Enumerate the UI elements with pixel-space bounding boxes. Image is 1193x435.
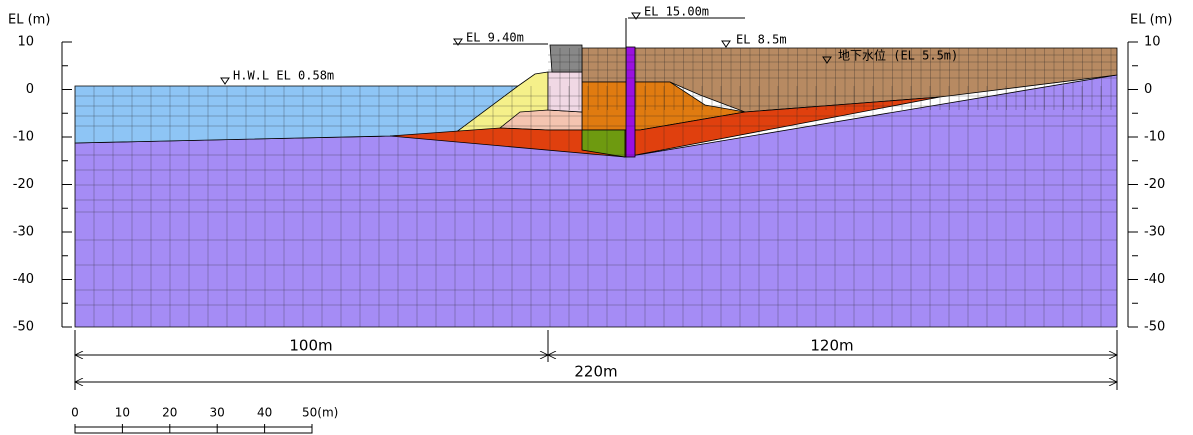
tick-label: -30 xyxy=(13,225,34,240)
dimension-label: 220m xyxy=(574,363,617,381)
mesh xyxy=(74,48,1117,327)
green-block xyxy=(581,129,626,158)
dimension-label: 120m xyxy=(810,337,853,355)
annotation: EL 8.5m xyxy=(736,33,787,47)
tick-label: -20 xyxy=(13,177,34,192)
tick-label: 0 xyxy=(1144,82,1152,97)
scale-bar: 0 10 20 30 40 50(m) xyxy=(71,406,338,434)
tick-label: -50 xyxy=(1144,320,1165,335)
dimension-label: 100m xyxy=(289,337,332,355)
tick-label: 0 xyxy=(26,82,34,97)
scale-label: 40 xyxy=(257,406,272,420)
tick-label: -20 xyxy=(1144,177,1165,192)
tick-label: 10 xyxy=(1144,35,1161,50)
scale-label: 20 xyxy=(162,406,177,420)
scale-label: 50(m) xyxy=(302,406,338,420)
dimension-lines xyxy=(75,330,1117,390)
tick-label: -40 xyxy=(13,272,34,287)
annotation: 地下水位 (EL 5.5m) xyxy=(838,48,958,63)
scale-label: 30 xyxy=(210,406,225,420)
left-axis-label: EL (m) xyxy=(8,13,50,28)
scale-label: 10 xyxy=(115,406,130,420)
annotation: EL 15.00m xyxy=(644,5,709,19)
scale-bar-rect xyxy=(74,426,313,434)
tick-label: -30 xyxy=(1144,225,1165,240)
tick-label: -10 xyxy=(13,130,34,145)
tick-label: -10 xyxy=(1144,130,1165,145)
right-axis-label: EL (m) xyxy=(1130,13,1172,28)
improved-wedge xyxy=(389,96,941,158)
annotation: EL 9.40m xyxy=(466,31,524,45)
sheet-pile xyxy=(625,46,636,158)
tick-label: -50 xyxy=(13,320,34,335)
tick-label: -40 xyxy=(1144,272,1165,287)
annotation-lines xyxy=(220,12,832,85)
annotation: H.W.L EL 0.58m xyxy=(233,69,334,83)
caisson-top xyxy=(549,44,583,73)
scale-label: 0 xyxy=(71,406,79,420)
tick-label: 10 xyxy=(17,35,34,50)
